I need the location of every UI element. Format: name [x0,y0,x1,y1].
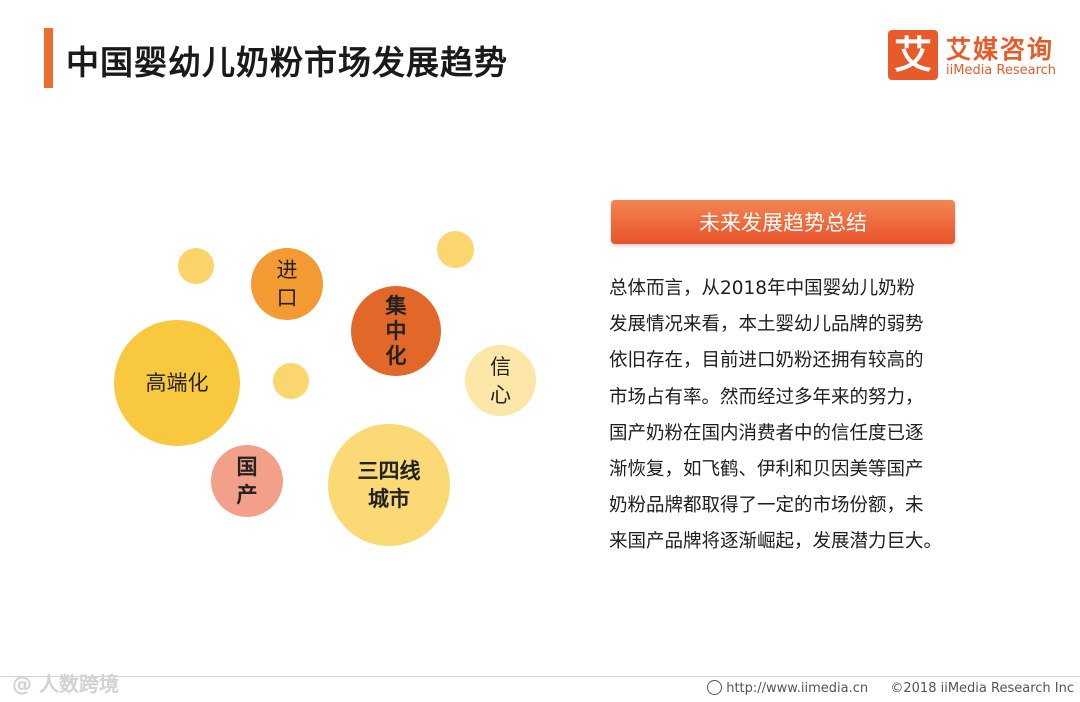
iimedia-logo: 艾 艾媒咨询 iiMedia Research [888,30,1068,84]
summary-line: 奶粉品牌都取得了一定的市场份额，未 [609,495,924,517]
summary-line: 发展情况来看，本土婴幼儿品牌的弱势 [609,314,924,336]
summary-line: 市场占有率。然而经过多年来的努力， [609,386,924,408]
watermark: @ 人数跨境 [12,672,119,696]
summary-line: 国产奶粉在国内消费者中的信任度已逐 [609,422,924,444]
footer-copyright: ©2018 iiMedia Research Inc [890,681,1074,696]
bubble-label: 化 [385,343,407,368]
footer: http://www.iimedia.cn ©2018 iiMedia Rese… [707,680,1074,696]
summary-line: 来国产品牌将逐渐崛起，发展潜力巨大。 [609,531,943,553]
bubble-label: 口 [276,286,298,310]
decor-bubble [178,248,214,284]
decor-bubble [437,231,474,268]
bubble-label: 心 [490,382,511,407]
logo-name-cn: 艾媒咨询 [946,35,1055,64]
bubble-confidence: 信 心 [465,345,536,416]
bubble-lower-tier-cities: 三四线 城市 [328,424,450,546]
footer-url[interactable]: http://www.iimedia.cn [726,681,869,696]
bubble-import: 进 口 [251,248,323,320]
bubble-label: 信 [490,354,511,379]
bubble-domestic: 国 产 [211,445,283,517]
globe-icon [707,680,723,695]
bubble-label: 三四线 [357,459,421,483]
summary-header: 未来发展趋势总结 [611,200,955,244]
bubble-label: 产 [236,483,258,507]
title-accent-bar [44,28,53,88]
bubble-label: 集 [385,293,407,318]
bubble-label: 中 [385,318,407,343]
logo-mark: 艾 [888,30,938,80]
bubble-label: 城市 [368,487,410,511]
bubble-label: 高端化 [145,371,209,395]
logo-name-en: iiMedia Research [946,63,1057,78]
footer-divider [0,676,1080,677]
page-title: 中国婴幼儿奶粉市场发展趋势 [66,43,508,82]
decor-bubble [273,363,309,399]
summary-line: 总体而言，从2018年中国婴幼儿奶粉 [609,278,916,299]
bubble-label: 进 [276,258,298,282]
bubble-premium: 高端化 [114,320,240,446]
summary-line: 依旧存在，目前进口奶粉还拥有较高的 [609,350,924,372]
bubble-concentration: 集 中 化 [351,286,441,376]
summary-text: 总体而言，从2018年中国婴幼儿奶粉 发展情况来看，本土婴幼儿品牌的弱势 依旧存… [609,271,971,561]
summary-line: 渐恢复，如飞鹤、伊利和贝因美等国产 [609,459,924,481]
bubble-label: 国 [236,455,258,479]
